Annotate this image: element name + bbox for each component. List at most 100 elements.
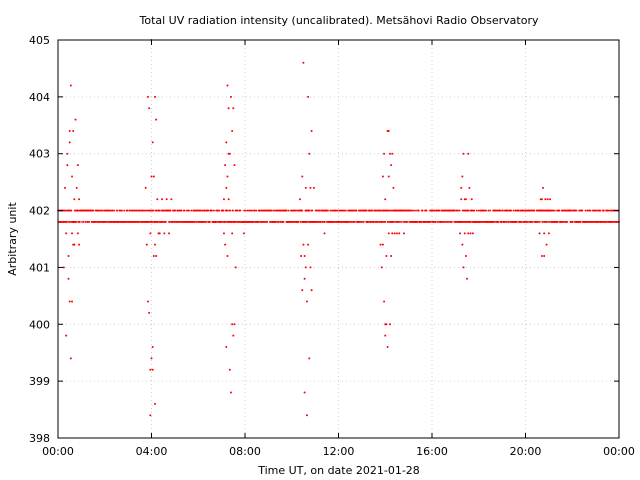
data-point [540,255,543,258]
data-point [410,209,412,212]
data-point [308,357,311,360]
data-point [158,209,161,212]
data-point [234,266,237,269]
data-point [71,232,74,235]
data-point [450,221,453,223]
data-point [470,221,472,223]
data-point [146,209,149,212]
data-point [232,334,235,337]
data-point [602,209,605,212]
data-point [392,221,395,223]
data-point [394,209,397,212]
y-tick-label: 399 [29,375,50,388]
data-point [188,209,190,212]
data-point [270,209,273,212]
data-point [304,220,307,223]
data-point [67,255,70,258]
data-point [552,209,555,212]
data-point [570,209,573,212]
data-point [310,129,313,132]
data-point [82,221,85,223]
data-point [544,198,547,201]
data-point [467,232,470,235]
data-point [123,209,126,212]
data-point [499,209,502,212]
data-point [542,221,544,223]
data-point [521,221,523,223]
data-point [547,232,550,235]
data-point [556,221,559,223]
data-point [385,255,388,258]
data-point [205,221,207,223]
data-point [287,209,290,212]
data-point [467,209,470,212]
data-point [581,209,584,212]
data-point [149,368,152,371]
data-point [395,232,398,235]
data-point [392,186,395,189]
data-point [165,198,168,201]
data-point [232,107,235,110]
data-point [303,391,306,394]
data-point [145,243,148,246]
data-point [69,84,72,87]
data-point [387,129,390,132]
data-point [466,209,469,212]
data-point [209,221,211,223]
data-point [183,209,186,212]
data-point [595,209,598,212]
data-point [144,186,147,189]
data-point [502,209,504,212]
data-point [388,152,391,155]
data-point [553,209,556,212]
data-point [227,152,230,155]
data-point [225,141,228,144]
data-point [224,243,227,246]
data-point [222,198,225,201]
data-point [152,209,155,212]
data-point [460,186,463,189]
data-point [207,209,210,212]
data-point [168,232,171,235]
data-point [329,209,332,212]
data-point [298,198,301,201]
data-point [307,243,310,246]
data-point [415,209,417,212]
data-point [387,175,390,178]
data-point [397,209,400,212]
data-point [190,209,193,212]
data-point [246,209,249,212]
data-point [220,221,223,223]
data-point [301,289,304,292]
data-point [390,164,393,167]
data-point [154,95,157,98]
data-point [300,255,303,258]
data-point [365,209,368,212]
data-point [532,221,534,223]
data-point [67,221,70,223]
x-tick-label: 08:00 [229,445,261,458]
data-point [285,209,288,212]
data-point [463,232,466,235]
data-point [548,221,551,223]
data-point [387,232,390,235]
data-point [161,198,164,201]
data-point [155,118,158,121]
data-point [113,209,115,212]
data-point [67,277,70,280]
data-point [222,209,225,212]
data-point [487,209,490,212]
data-point [251,209,253,212]
y-tick-label: 404 [29,91,50,104]
data-point [384,198,387,201]
data-point [294,209,297,212]
data-point [98,209,101,212]
data-point [236,209,239,212]
data-point [152,255,155,258]
grid-lines [57,39,620,439]
data-point [398,221,401,223]
data-point [65,232,68,235]
data-point [163,232,166,235]
data-point [148,107,151,110]
y-axis-label: Arbitrary unit [6,202,19,276]
